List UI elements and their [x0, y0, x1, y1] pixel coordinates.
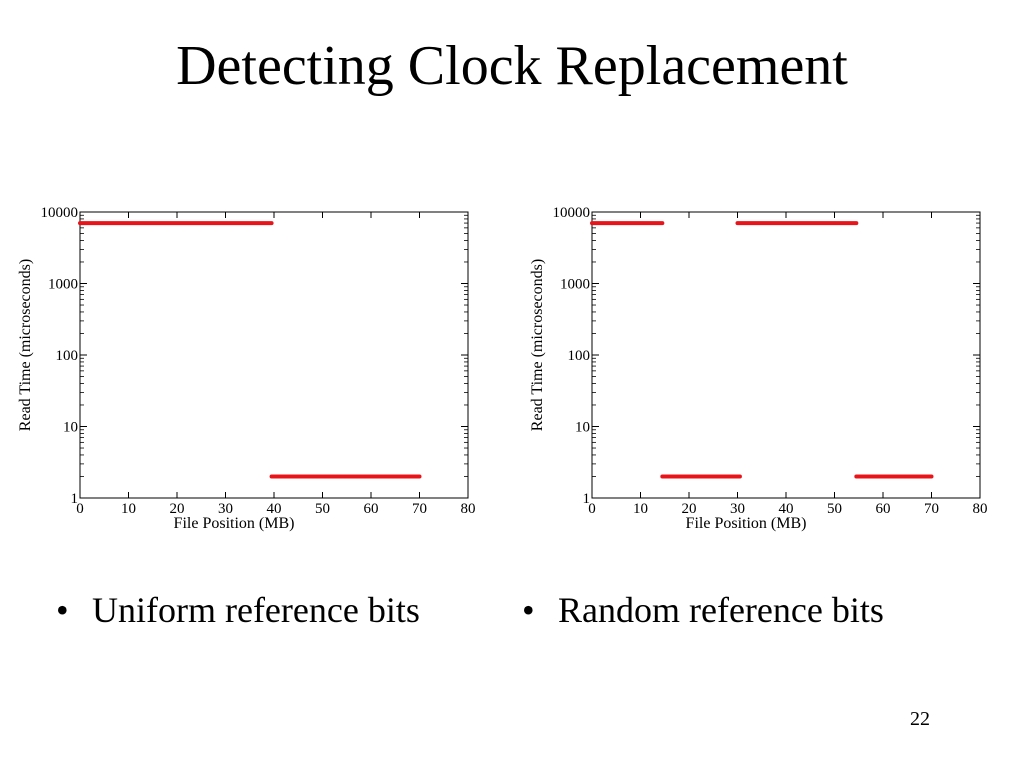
x-tick-label: 20: [170, 501, 185, 517]
x-tick-label: 70: [924, 501, 939, 517]
y-tick-label: 1000: [560, 277, 590, 293]
x-tick-label: 50: [827, 501, 842, 517]
bullet-text-uniform: Uniform reference bits: [92, 590, 420, 630]
x-tick-label: 0: [588, 501, 596, 517]
y-tick-label: 10000: [41, 205, 79, 221]
x-tick-label: 80: [461, 501, 476, 517]
x-axis-label: File Position (MB): [686, 515, 807, 532]
plot-frame: [591, 211, 981, 499]
chart-random-reference-bits: 0 10 20 30 40 50 60 70 80 1 10 100 1000 10000 File Pos…: [529, 205, 988, 532]
x-tick-label: 30: [730, 501, 745, 517]
page-number: 22: [910, 708, 930, 730]
y-tick-label: 100: [568, 348, 591, 364]
x-tick-label: 60: [876, 501, 891, 517]
x-tick-label: 20: [682, 501, 697, 517]
y-tick-label: 1000: [48, 277, 78, 293]
x-axis-label: File Position (MB): [174, 515, 295, 532]
y-tick-label: 10: [63, 420, 78, 436]
x-tick-label: 80: [973, 501, 988, 517]
y-axis-label: Read Time (microseconds): [529, 259, 546, 431]
y-tick-label: 100: [56, 348, 79, 364]
slide-title: Detecting Clock Replacement: [176, 35, 848, 97]
x-tick-label: 60: [364, 501, 379, 517]
y-tick-label: 1: [71, 491, 79, 507]
plot-frame: [79, 211, 469, 499]
bullet-item-random: • Random reference bits: [522, 588, 884, 632]
bullet-text-random: Random reference bits: [558, 590, 884, 630]
x-tick-label: 40: [779, 501, 794, 517]
bullet-item-uniform: • Uniform reference bits: [56, 588, 420, 632]
bullet-icon: •: [56, 590, 69, 630]
x-tick-label: 50: [315, 501, 330, 517]
x-tick-label: 70: [412, 501, 427, 517]
x-tick-label: 10: [633, 501, 648, 517]
x-tick-label: 10: [121, 501, 136, 517]
y-tick-label: 1: [583, 491, 591, 507]
chart-uniform-reference-bits: 0 10 20 30 40 50 60 70 80 1 10 100 1000 10000 File Pos…: [17, 205, 476, 532]
y-axis-label: Read Time (microseconds): [17, 259, 34, 431]
x-tick-label: 0: [76, 501, 84, 517]
x-tick-label: 40: [267, 501, 282, 517]
x-tick-label: 30: [218, 501, 233, 517]
y-tick-label: 10: [575, 420, 590, 436]
y-tick-label: 10000: [553, 205, 591, 221]
bullet-icon: •: [522, 590, 535, 630]
